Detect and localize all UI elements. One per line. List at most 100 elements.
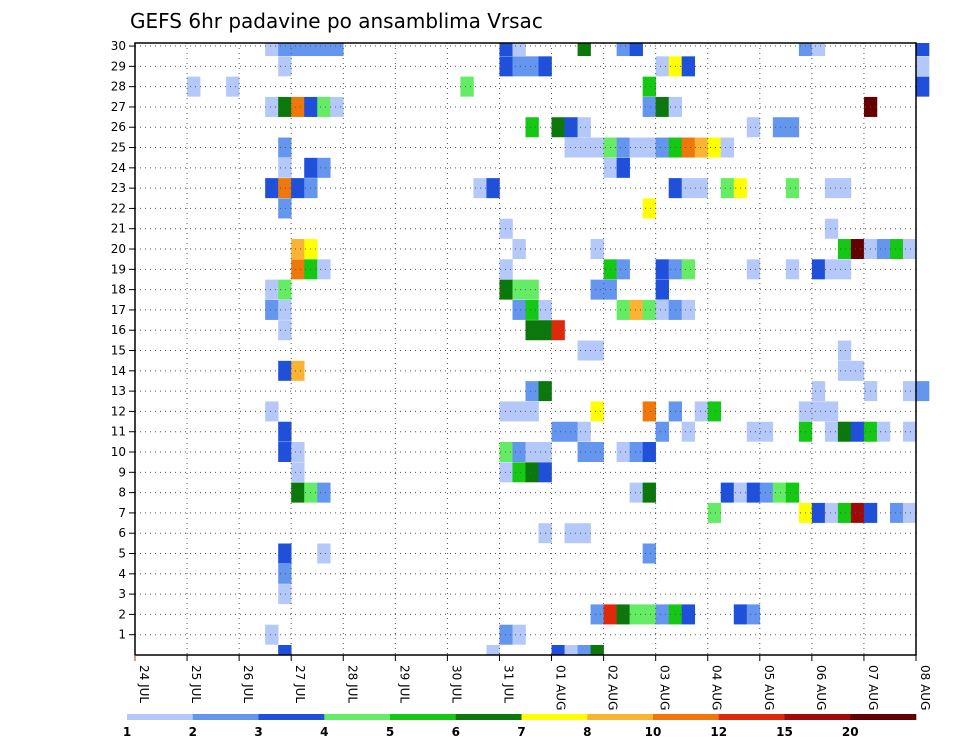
heatmap-cell <box>655 604 669 625</box>
x-axis: 24 JUL 25 JUL 26 JUL 27 JUL 28 JUL 29 JUL 30 J… <box>134 655 932 710</box>
y-tick-label: 30 <box>111 39 126 53</box>
heatmap-cell <box>811 381 826 402</box>
heatmap-cell <box>265 624 279 645</box>
heatmap-cell <box>916 76 930 97</box>
heatmap-cell <box>499 624 513 645</box>
x-tick-label: 08 AUG <box>918 665 932 710</box>
heatmap-cell <box>681 604 696 625</box>
heatmap-cell <box>512 279 526 300</box>
heatmap-cell <box>642 543 656 564</box>
colorbar-label: 6 <box>452 725 460 739</box>
heatmap-cell <box>746 482 761 503</box>
plot-frame <box>134 42 917 656</box>
heatmap-cell <box>304 43 318 57</box>
colorbar-swatch <box>718 714 785 720</box>
heatmap-cell <box>551 320 565 341</box>
heatmap-cell <box>642 198 656 219</box>
heatmap-cell <box>785 482 800 503</box>
x-tick-label: 27 JUL <box>293 665 307 703</box>
heatmap-cell <box>850 502 865 523</box>
heatmap-cell <box>642 76 656 97</box>
heatmap-cell <box>850 360 865 381</box>
heatmap-cell <box>902 502 917 523</box>
heatmap-cell <box>291 178 305 199</box>
colorbar-swatch <box>587 714 654 720</box>
heatmap-cell <box>512 239 526 260</box>
colorbar-label: 2 <box>189 725 197 739</box>
heatmap-cell <box>707 502 722 523</box>
heatmap-cell <box>499 218 513 239</box>
heatmap-cell <box>785 259 800 280</box>
heatmap-cell <box>265 299 279 320</box>
heatmap-cell <box>616 137 630 158</box>
heatmap-cell <box>837 259 852 280</box>
heatmap-cell <box>720 482 735 503</box>
heatmap-cell <box>590 645 604 655</box>
y-tick-label: 21 <box>111 222 126 236</box>
heatmap-cell <box>512 462 526 483</box>
y-tick-label: 2 <box>118 607 126 621</box>
heatmap-cell <box>330 96 344 117</box>
heatmap-cell <box>642 442 656 463</box>
heatmap-cell <box>876 239 891 260</box>
heatmap-cell <box>876 421 891 442</box>
heatmap-cell <box>772 482 787 503</box>
heatmap-cell <box>278 279 292 300</box>
heatmap-cell <box>317 543 331 564</box>
heatmap-cell <box>278 43 292 57</box>
heatmap-cell <box>291 259 305 280</box>
y-tick-label: 25 <box>111 141 126 155</box>
x-tick-label: 24 JUL <box>137 665 151 703</box>
colorbar-label: 15 <box>776 725 793 739</box>
heatmap-cell <box>616 259 630 280</box>
heatmap-cell <box>824 218 839 239</box>
heatmap-cell <box>317 157 331 178</box>
x-tick-label: 31 JUL <box>501 665 515 703</box>
heatmap-cell <box>889 239 904 260</box>
heatmap-cell <box>577 117 591 138</box>
colorbar-swatch <box>324 714 391 720</box>
colorbar-label: 4 <box>320 725 328 739</box>
heatmap-cell <box>798 43 813 57</box>
x-tick-label: 28 JUL <box>345 665 359 703</box>
heatmap-cell <box>512 299 526 320</box>
y-tick-label: 18 <box>111 283 126 297</box>
heatmap-cell <box>889 502 904 523</box>
heatmap-cell <box>577 43 591 57</box>
heatmap-cell <box>746 259 761 280</box>
heatmap-cell <box>278 299 292 320</box>
heatmap-cell <box>616 43 630 57</box>
grid-lines <box>135 43 916 655</box>
heatmap-cell <box>837 178 852 199</box>
y-tick-label: 22 <box>111 201 126 215</box>
heatmap-cell <box>837 360 852 381</box>
heatmap-cell <box>564 137 578 158</box>
heatmap-cell <box>837 502 852 523</box>
heatmap-cell <box>655 56 669 77</box>
x-tick-label: 01 AUG <box>554 665 568 710</box>
y-tick-label: 29 <box>111 59 126 73</box>
heatmap-cell <box>590 401 604 422</box>
heatmap-cell <box>525 442 539 463</box>
heatmap-cell <box>278 543 292 564</box>
colorbar-swatch <box>258 714 325 720</box>
heatmap-cell <box>291 482 305 503</box>
heatmap-cell <box>837 421 852 442</box>
y-tick-label: 13 <box>111 384 126 398</box>
heatmap-cell <box>226 76 240 97</box>
heatmap-cell <box>590 442 604 463</box>
heatmap-cell <box>291 360 305 381</box>
heatmap-cell <box>590 137 604 158</box>
heatmap-cell <box>291 462 305 483</box>
heatmap-cell <box>681 178 696 199</box>
heatmap-cell <box>681 421 696 442</box>
heatmap-cell <box>746 117 761 138</box>
y-tick-label: 15 <box>111 344 126 358</box>
colorbar-swatch <box>850 714 917 720</box>
heatmap-cell <box>590 279 604 300</box>
colorbar-swatch <box>653 714 720 720</box>
heatmap-cell <box>629 604 643 625</box>
y-tick-label: 1 <box>118 628 126 642</box>
heatmap-cell <box>499 279 513 300</box>
